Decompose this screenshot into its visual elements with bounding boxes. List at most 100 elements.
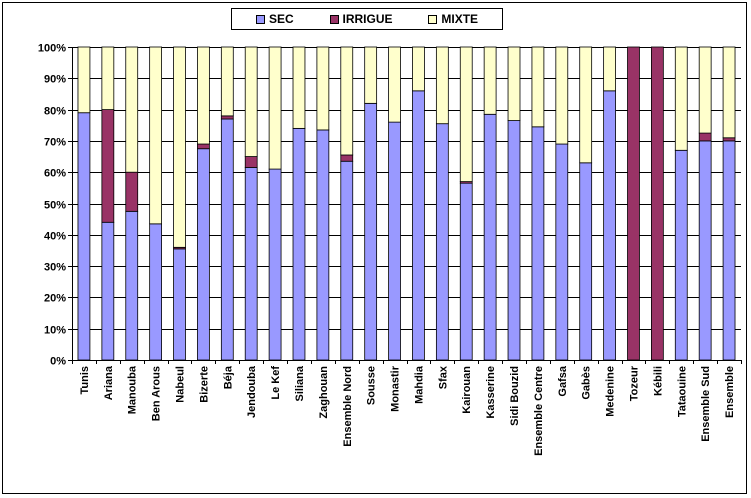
bar-segment-sec: [531, 126, 545, 361]
x-tick-label: Gabès: [581, 366, 593, 400]
legend-item-sec: SEC: [255, 12, 294, 26]
x-tick-label: Tataouine: [676, 366, 688, 417]
bar-segment-irrigue: [698, 132, 712, 142]
bar-segment-mixte: [173, 46, 186, 248]
bar-segment-mixte: [674, 46, 688, 151]
y-tick-label: 10%: [44, 325, 66, 337]
legend-item-mixte: MIXTE: [428, 12, 478, 26]
y-tick-labels: 0% 10% 20% 30% 40% 50% 60% 70% 80% 90% 100%: [38, 43, 66, 368]
x-tick-label: Ensemble Nord: [342, 366, 354, 447]
x-tick-label: Ariana: [103, 365, 115, 400]
bar-segment-sec: [364, 102, 378, 361]
x-tick-label: Monastir: [390, 365, 402, 412]
bar-segment-irrigue: [125, 171, 139, 212]
bar-segment-mixte: [698, 46, 712, 134]
x-tick-label: Ensemble Sud: [700, 366, 712, 442]
bar-segment-sec: [125, 210, 139, 361]
bar-segment-sec: [722, 140, 736, 361]
bar-segment-mixte: [268, 46, 282, 170]
bar-segment-mixte: [149, 46, 162, 225]
bar-segment-mixte: [603, 46, 616, 92]
bar-segment-mixte: [722, 46, 736, 139]
x-tick-label: Kasserine: [485, 366, 497, 419]
bar-segment-irrigue: [197, 143, 210, 150]
y-tick-label: 20%: [44, 293, 66, 305]
bar-segment-mixte: [220, 46, 234, 117]
x-tick-label: Medenine: [605, 366, 617, 417]
y-tick-label: 50%: [44, 200, 66, 212]
bar-segment-mixte: [459, 46, 473, 182]
bar-segment-sec: [555, 143, 569, 361]
bar-segment-mixte: [531, 46, 545, 128]
y-tick-label: 100%: [38, 43, 66, 55]
bar-segment-irrigue: [722, 137, 736, 142]
x-tick-label: Gafsa: [557, 365, 569, 396]
y-tick-label: 70%: [44, 137, 66, 149]
x-tick-label: Nabeul: [175, 366, 187, 403]
x-tick-label: Mahdia: [413, 365, 425, 404]
bar-segment-sec: [388, 121, 401, 361]
bar-segment-irrigue: [627, 46, 640, 361]
bar-segment-mixte: [197, 46, 210, 145]
legend: SEC IRRIGUE MIXTE: [231, 8, 503, 30]
bar-segment-sec: [603, 90, 616, 361]
bar-segment-mixte: [125, 46, 139, 173]
gridlines: [72, 47, 741, 330]
bar-segment-mixte: [101, 46, 115, 110]
y-tick-label: 60%: [44, 168, 66, 180]
bar-segment-mixte: [316, 46, 330, 131]
bar-segment-sec: [674, 149, 688, 361]
bar-segment-sec: [220, 118, 234, 361]
x-tick-label: Kairouan: [461, 366, 473, 414]
x-tick-label: Ensemble: [724, 366, 736, 418]
legend-item-irrigue: IRRIGUE: [329, 12, 393, 26]
x-tick-label: Zaghouan: [318, 366, 330, 419]
x-tick-label: Sidi Bouzid: [509, 366, 521, 426]
bar-segment-irrigue: [340, 154, 354, 162]
bar-segment-mixte: [340, 46, 354, 156]
legend-label-irrigue: IRRIGUE: [342, 12, 393, 26]
bar-segment-sec: [483, 113, 497, 361]
bar-segment-mixte: [77, 46, 91, 114]
bar-segment-irrigue: [651, 46, 664, 361]
bar-segment-sec: [292, 127, 306, 361]
x-tick-label: Bizerte: [198, 366, 210, 403]
legend-label-mixte: MIXTE: [441, 12, 479, 26]
bar-segment-sec: [579, 162, 593, 361]
bar-segment-mixte: [388, 46, 401, 123]
bar-segment-sec: [197, 148, 210, 361]
x-tick-label: Jendouba: [246, 365, 258, 418]
x-tick-labels: Tunis Ariana Manouba Ben Arous Nabeul Bizerte…: [79, 365, 736, 456]
bar-segment-mixte: [507, 46, 521, 121]
x-tick-label: Ensemble Centre: [533, 366, 545, 456]
legend-label-sec: SEC: [268, 12, 294, 26]
bar-segment-sec: [244, 167, 258, 361]
bar-segment-irrigue: [101, 109, 115, 223]
y-tick-label: 90%: [44, 74, 66, 86]
bars: [77, 46, 736, 361]
bar-segment-mixte: [292, 46, 306, 129]
x-tick-label: Béja: [222, 365, 234, 389]
bar-segment-sec: [268, 168, 282, 361]
y-tick-label: 30%: [44, 262, 66, 274]
bar-segment-mixte: [435, 46, 449, 125]
bar-segment-irrigue: [244, 156, 258, 168]
x-tick-label: Siliana: [294, 365, 306, 401]
bar-segment-sec: [101, 221, 115, 361]
bar-segment-sec: [340, 160, 354, 361]
bar-segment-sec: [173, 248, 186, 361]
x-tick-label: Le Kef: [270, 366, 282, 400]
bar-segment-sec: [316, 129, 330, 361]
y-tick-label: 0%: [50, 356, 66, 368]
legend-swatch-mixte: [428, 14, 438, 24]
bar-segment-sec: [698, 140, 712, 361]
bar-segment-sec: [412, 90, 425, 361]
bar-segment-mixte: [244, 46, 258, 157]
bar-segment-mixte: [555, 46, 569, 145]
legend-swatch-irrigue: [329, 14, 339, 24]
bar-segment-irrigue: [220, 115, 234, 120]
x-tick-label: Sousse: [366, 366, 378, 405]
bar-segment-mixte: [364, 46, 378, 104]
x-tick-label: Sfax: [437, 365, 449, 389]
